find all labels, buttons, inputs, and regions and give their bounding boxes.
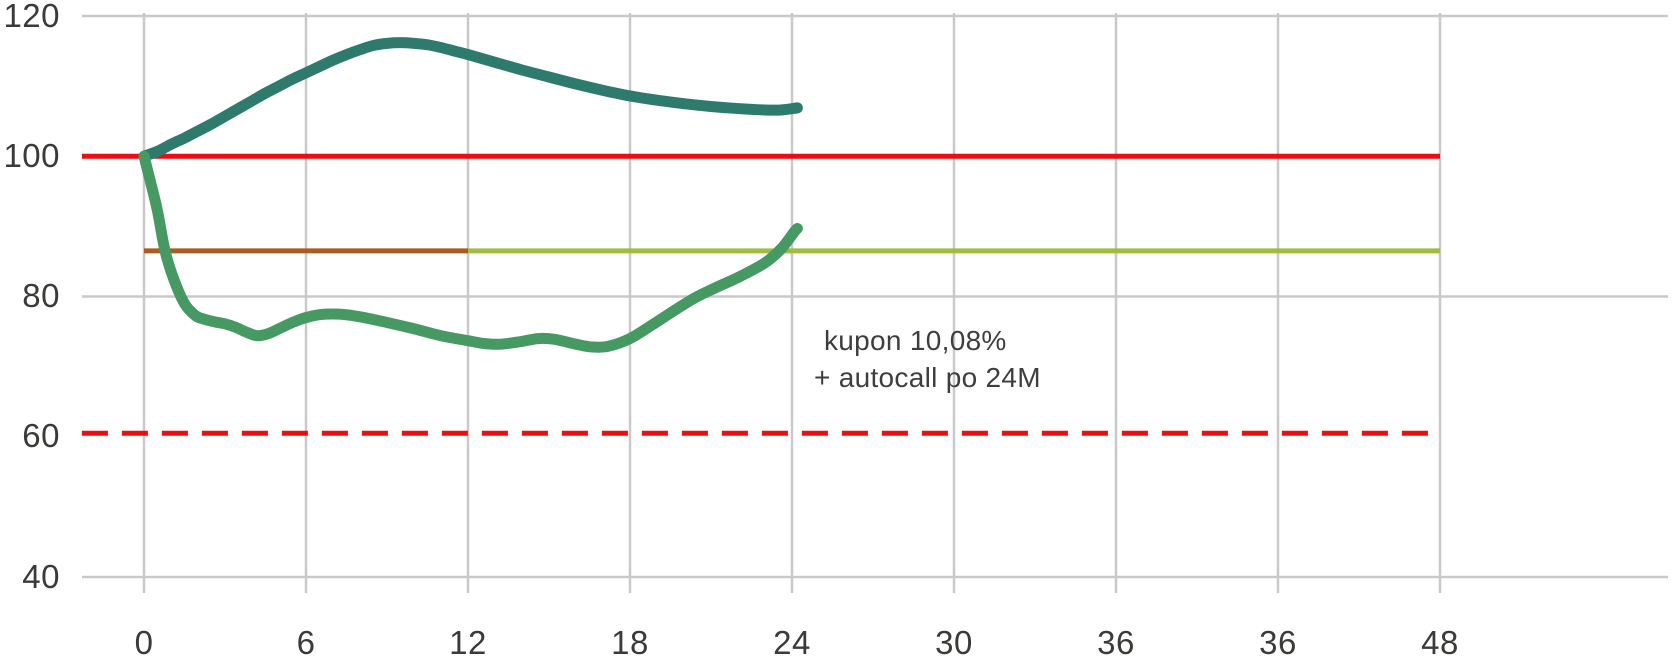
upper-scenario-curve (138, 37, 803, 162)
x-tick-label-6: 6 (297, 624, 316, 659)
y-tick-label-100: 100 (3, 137, 60, 174)
annotation-autocall-line: + autocall po 24M (814, 362, 1041, 393)
annotation-kupon-line: kupon 10,08% (824, 325, 1007, 356)
y-tick-label-80: 80 (22, 277, 60, 314)
x-axis-tick-labels: 0 6 12 18 24 30 36 36 48 (135, 624, 1459, 659)
annotation: kupon 10,08% + autocall po 24M (814, 325, 1041, 393)
x-tick-label-18: 18 (611, 624, 649, 659)
series-layer (81, 37, 1440, 436)
y-axis-tick-labels: 120 100 80 60 40 (3, 0, 60, 595)
x-tick-label-30: 30 (935, 624, 973, 659)
x-tick-label-24: 24 (773, 624, 811, 659)
grid-layer (82, 13, 1668, 593)
x-tick-label-36b: 36 (1259, 624, 1297, 659)
y-tick-label-40: 40 (22, 558, 60, 595)
y-tick-label-120: 120 (3, 0, 60, 34)
x-tick-label-48: 48 (1421, 624, 1459, 659)
x-tick-label-36a: 36 (1097, 624, 1135, 659)
x-tick-label-0: 0 (135, 624, 154, 659)
y-tick-label-60: 60 (22, 417, 60, 454)
lower-scenario-curve (138, 150, 803, 353)
x-tick-label-12: 12 (449, 624, 487, 659)
